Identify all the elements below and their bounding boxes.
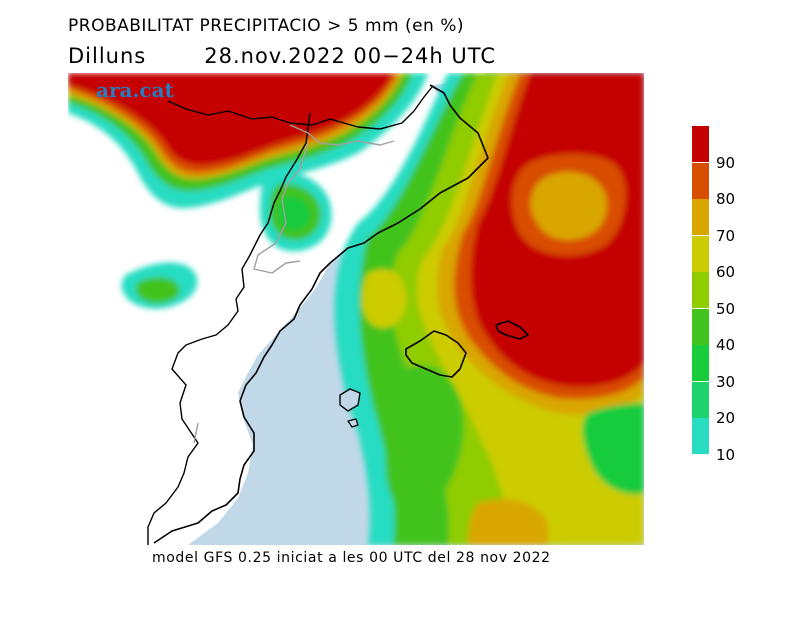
island-mallorca [405,330,467,378]
border-inland [147,112,311,545]
legend-label-70: 70 [716,226,736,245]
model-footnote: model GFS 0.25 iniciat a les 00 UTC del … [152,550,551,566]
legend-swatch-20 [692,381,709,418]
legend-swatch-30 [692,345,709,381]
island-menorca [495,320,529,340]
legend-label-10: 10 [716,445,736,464]
legend-label-20: 20 [716,409,736,427]
map-canvas: ara.cat [68,73,644,545]
day-label: Dilluns [68,44,147,68]
period-label: 28.nov.2022 00−24h UTC [204,44,497,68]
border-france [167,86,433,130]
regional-borders [193,124,395,444]
coastline [153,84,489,544]
legend-swatch-80 [692,162,709,199]
legend-label-80: 80 [716,190,736,208]
legend-swatch-50 [692,272,709,308]
legend-label-40: 40 [716,336,736,354]
legend-swatch-90 [692,126,709,162]
color-legend: 90 80 70 60 50 40 30 20 10 [692,126,782,462]
legend-label-30: 30 [716,372,736,391]
legend-label-50: 50 [716,299,736,318]
legend-swatch-70 [692,199,709,235]
map-title: PROBABILITAT PRECIPITACIO > 5 mm (en %) [68,16,465,36]
island-ibiza [339,388,361,412]
probability-map: ara.cat [68,73,644,545]
watermark: ara.cat [96,78,175,102]
island-formentera [347,418,359,428]
legend-swatch-60 [692,235,709,272]
date-line: Dilluns 28.nov.2022 00−24h UTC [68,44,496,68]
legend-label-90: 90 [716,153,736,172]
legend-swatch-10 [692,418,709,454]
map-outlines [147,84,529,545]
legend-swatch-40 [692,308,709,345]
legend-label-60: 60 [716,263,736,281]
